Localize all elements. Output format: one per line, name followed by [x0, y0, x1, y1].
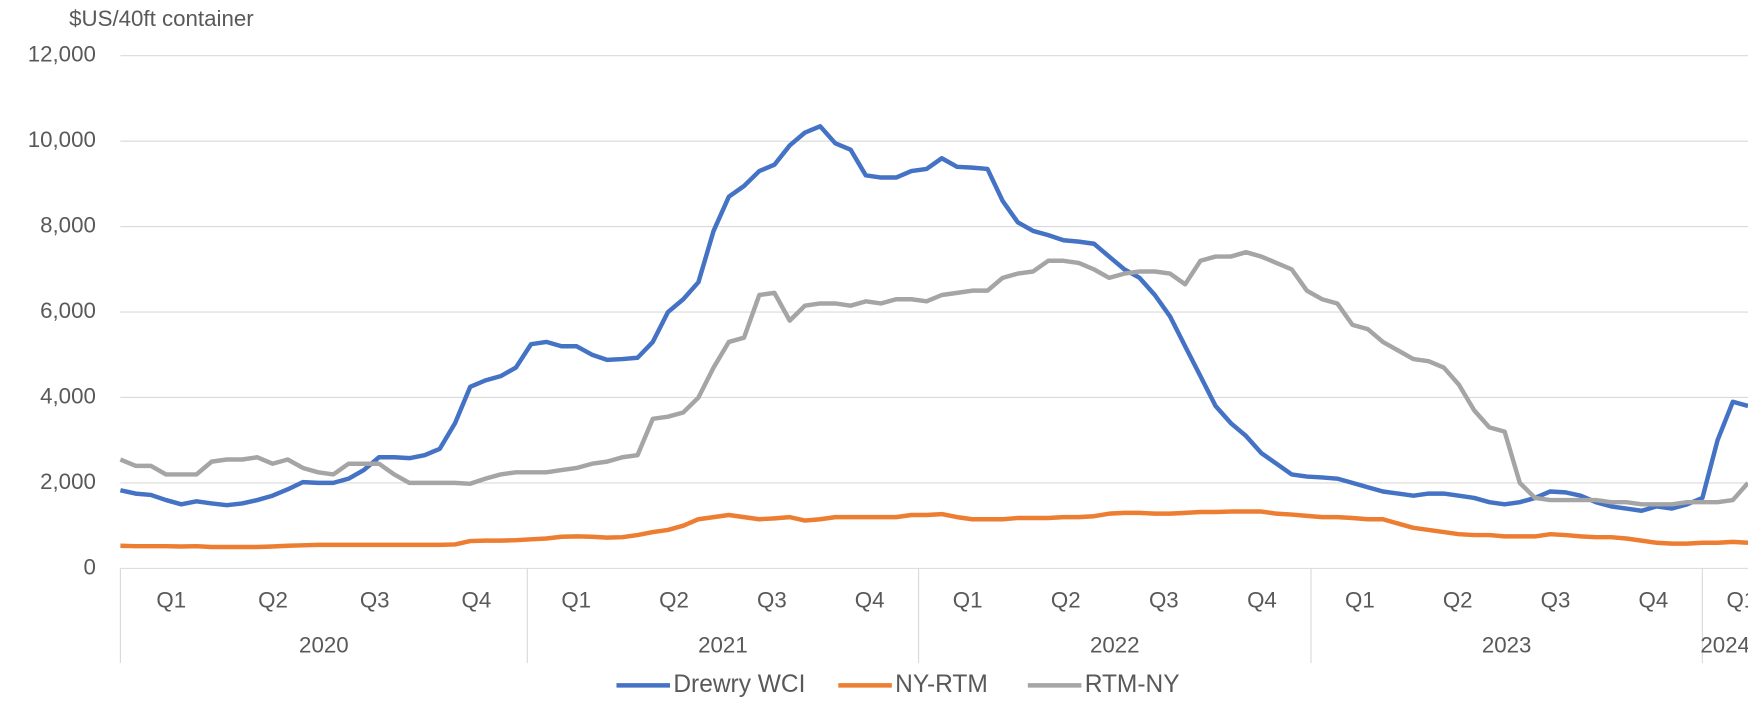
y-tick-label: 8,000 [40, 213, 96, 238]
year-label: 2023 [1482, 632, 1532, 657]
quarter-label: Q3 [1541, 588, 1571, 613]
series-line [120, 509, 1748, 550]
quarter-label: Q1 [953, 588, 983, 613]
quarter-label: Q4 [462, 588, 492, 613]
series-line [119, 124, 1748, 513]
legend-label: Drewry WCI [673, 671, 805, 698]
quarter-label: Q3 [757, 588, 787, 613]
quarter-label: Q1 [156, 588, 186, 613]
legend-label: RTM-NY [1085, 671, 1180, 698]
quarter-label: Q2 [258, 588, 288, 613]
series-line [119, 249, 1748, 507]
legend-label: NY-RTM [895, 671, 988, 698]
quarter-label: Q2 [1443, 588, 1473, 613]
y-axis-label: $US/40ft container [69, 6, 254, 31]
y-tick-label: 0 [83, 554, 95, 579]
year-label: 2021 [698, 632, 748, 657]
year-label: 2022 [1090, 632, 1140, 657]
quarter-label: Q1 [1345, 588, 1375, 613]
quarter-label: Q4 [1639, 588, 1669, 613]
quarter-label: Q3 [1149, 588, 1179, 613]
quarter-label: Q1 [561, 588, 591, 613]
year-label: 2024 [1700, 632, 1748, 657]
y-tick-label: 12,000 [28, 42, 96, 67]
quarter-label: Q1 [1726, 588, 1748, 613]
year-label: 2020 [299, 632, 349, 657]
y-tick-label: 4,000 [40, 383, 96, 408]
y-tick-label: 6,000 [40, 298, 96, 323]
quarter-label: Q3 [360, 588, 390, 613]
y-tick-label: 10,000 [28, 127, 96, 152]
quarter-label: Q4 [855, 588, 885, 613]
quarter-label: Q4 [1247, 588, 1277, 613]
quarter-label: Q2 [659, 588, 689, 613]
quarter-label: Q2 [1051, 588, 1081, 613]
y-tick-label: 2,000 [40, 469, 96, 494]
